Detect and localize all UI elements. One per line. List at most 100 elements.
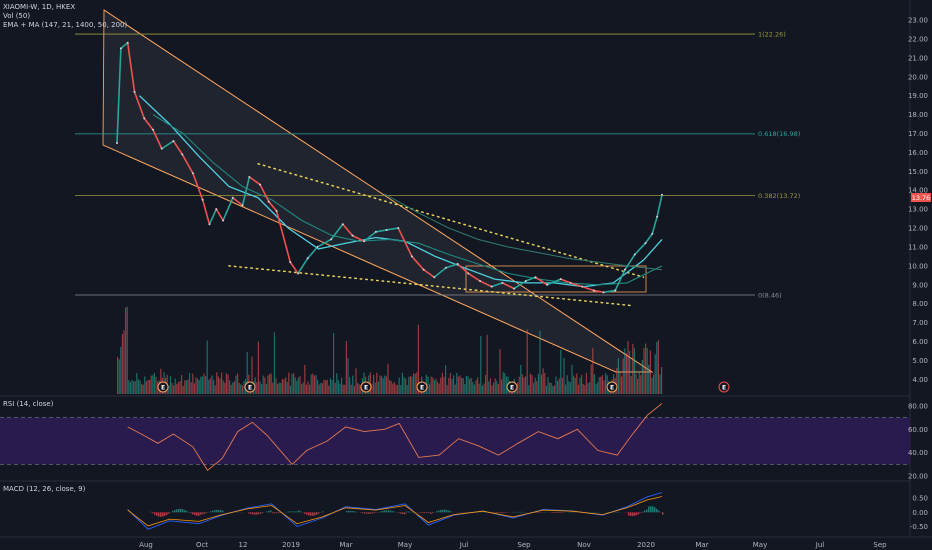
time-tick-label: May xyxy=(753,541,767,549)
volume-bar xyxy=(323,379,325,394)
volume-bar xyxy=(409,376,411,394)
volume-bar xyxy=(517,382,519,394)
macd-histogram-bar xyxy=(398,512,400,514)
volume-bar xyxy=(654,354,656,394)
price-tick-label: 17.00 xyxy=(908,130,928,138)
macd-histogram-bar xyxy=(640,512,642,513)
volume-bar xyxy=(465,376,467,394)
earnings-marker xyxy=(244,381,256,393)
macd-histogram-bar xyxy=(436,511,438,513)
macd-histogram-bar xyxy=(656,508,658,513)
price-series xyxy=(116,41,663,294)
macd-histogram-bar xyxy=(276,512,278,514)
price-point xyxy=(306,257,309,260)
time-axis[interactable]: Aug Oct 12 2019 Mar May Jul Sep Nov 2020 Mar May Jul… xyxy=(139,541,887,549)
macd-histogram-bar xyxy=(210,511,212,513)
consolidation-box[interactable] xyxy=(465,265,647,293)
volume-bar xyxy=(272,382,274,394)
volume-bar xyxy=(181,374,183,394)
volume-bar xyxy=(121,334,123,394)
macd-histogram-bar xyxy=(154,512,156,515)
macd-histogram-bar xyxy=(174,510,176,513)
volume-bar xyxy=(389,379,391,394)
volume-bar xyxy=(296,380,298,394)
price-point xyxy=(656,215,659,218)
macd-histogram-bar xyxy=(156,512,158,516)
volume-bar xyxy=(288,372,290,394)
volume-bar xyxy=(393,382,395,394)
volume-bar xyxy=(333,333,335,394)
volume-bar xyxy=(478,383,480,394)
price-segment xyxy=(215,208,224,221)
volume-bar xyxy=(576,373,578,394)
price-point xyxy=(546,283,549,286)
volume-bar xyxy=(641,359,643,394)
fib-level-label: 0(8.46) xyxy=(758,291,782,299)
volume-bar xyxy=(321,383,323,394)
volume-bar xyxy=(405,378,407,394)
channel-upper-line[interactable] xyxy=(103,9,653,373)
volume-bar xyxy=(435,378,437,394)
price-segment xyxy=(479,280,493,288)
volume-bar xyxy=(313,375,315,394)
volume-bar xyxy=(125,307,127,394)
price-point xyxy=(126,41,129,44)
time-tick-label: Oct xyxy=(196,541,208,549)
macd-signal-line xyxy=(127,496,663,527)
macd-histogram-bar xyxy=(184,509,186,513)
price-segment xyxy=(116,48,122,144)
volume-bar xyxy=(398,377,400,394)
volume-bar xyxy=(360,384,362,394)
macd-histogram-bar xyxy=(220,510,222,513)
macd-histogram-bar xyxy=(192,512,194,515)
volume-bar xyxy=(462,378,464,394)
volume-bar xyxy=(557,380,559,394)
macd-histogram-bar xyxy=(448,510,450,513)
volume-bar xyxy=(326,379,328,394)
volume-bar xyxy=(168,385,170,394)
ma-header[interactable]: EMA + MA (147, 21, 1400, 50, 200) xyxy=(3,21,128,29)
macd-histogram-bar xyxy=(556,512,558,514)
volume-bar xyxy=(633,348,635,394)
macd-histogram-bar xyxy=(312,512,314,516)
macd-histogram-bar xyxy=(366,512,368,514)
macd-histogram-bar xyxy=(498,512,500,514)
volume-header[interactable]: Vol (50) xyxy=(3,12,30,20)
volume-bar xyxy=(294,377,296,394)
macd-histogram-bar xyxy=(286,511,288,513)
volume-bar xyxy=(385,376,387,394)
rsi-header[interactable]: RSI (14, close) xyxy=(3,400,54,408)
macd-histogram-bar xyxy=(636,512,638,516)
volume-bar xyxy=(265,384,267,394)
macd-histogram-bar xyxy=(632,512,634,517)
price-segment xyxy=(241,176,251,206)
channel-lower-line[interactable] xyxy=(102,144,617,373)
macd-series xyxy=(127,492,664,530)
volume-bar xyxy=(221,372,223,394)
volume-bar xyxy=(547,377,549,394)
volume-bar xyxy=(392,383,394,394)
volume-bar xyxy=(579,377,581,394)
price-point xyxy=(410,255,413,258)
volume-bar xyxy=(277,383,279,394)
macd-histogram-bar xyxy=(254,512,256,515)
macd-histogram-bar xyxy=(364,512,366,514)
volume-bar xyxy=(358,384,360,394)
price-axis[interactable]: 23.00 22.00 21.00 20.00 19.00 18.00 17.00 16.00… xyxy=(908,17,928,384)
volume-bar xyxy=(205,376,207,394)
volume-bar xyxy=(584,385,586,394)
price-point xyxy=(456,262,459,265)
macd-histogram-bar xyxy=(634,512,636,516)
price-point xyxy=(143,117,146,120)
price-segment xyxy=(433,267,447,278)
price-segment xyxy=(525,276,536,282)
time-tick-label: Sep xyxy=(873,541,887,549)
symbol-header[interactable]: XIAOMI-W, 1D, HKEX xyxy=(3,3,75,11)
price-point xyxy=(341,223,344,226)
volume-bar xyxy=(350,384,352,394)
volume-bar xyxy=(256,382,258,394)
price-point xyxy=(330,238,333,241)
price-segment xyxy=(259,184,270,202)
macd-header[interactable]: MACD (12, 26, close, 9) xyxy=(3,485,86,493)
